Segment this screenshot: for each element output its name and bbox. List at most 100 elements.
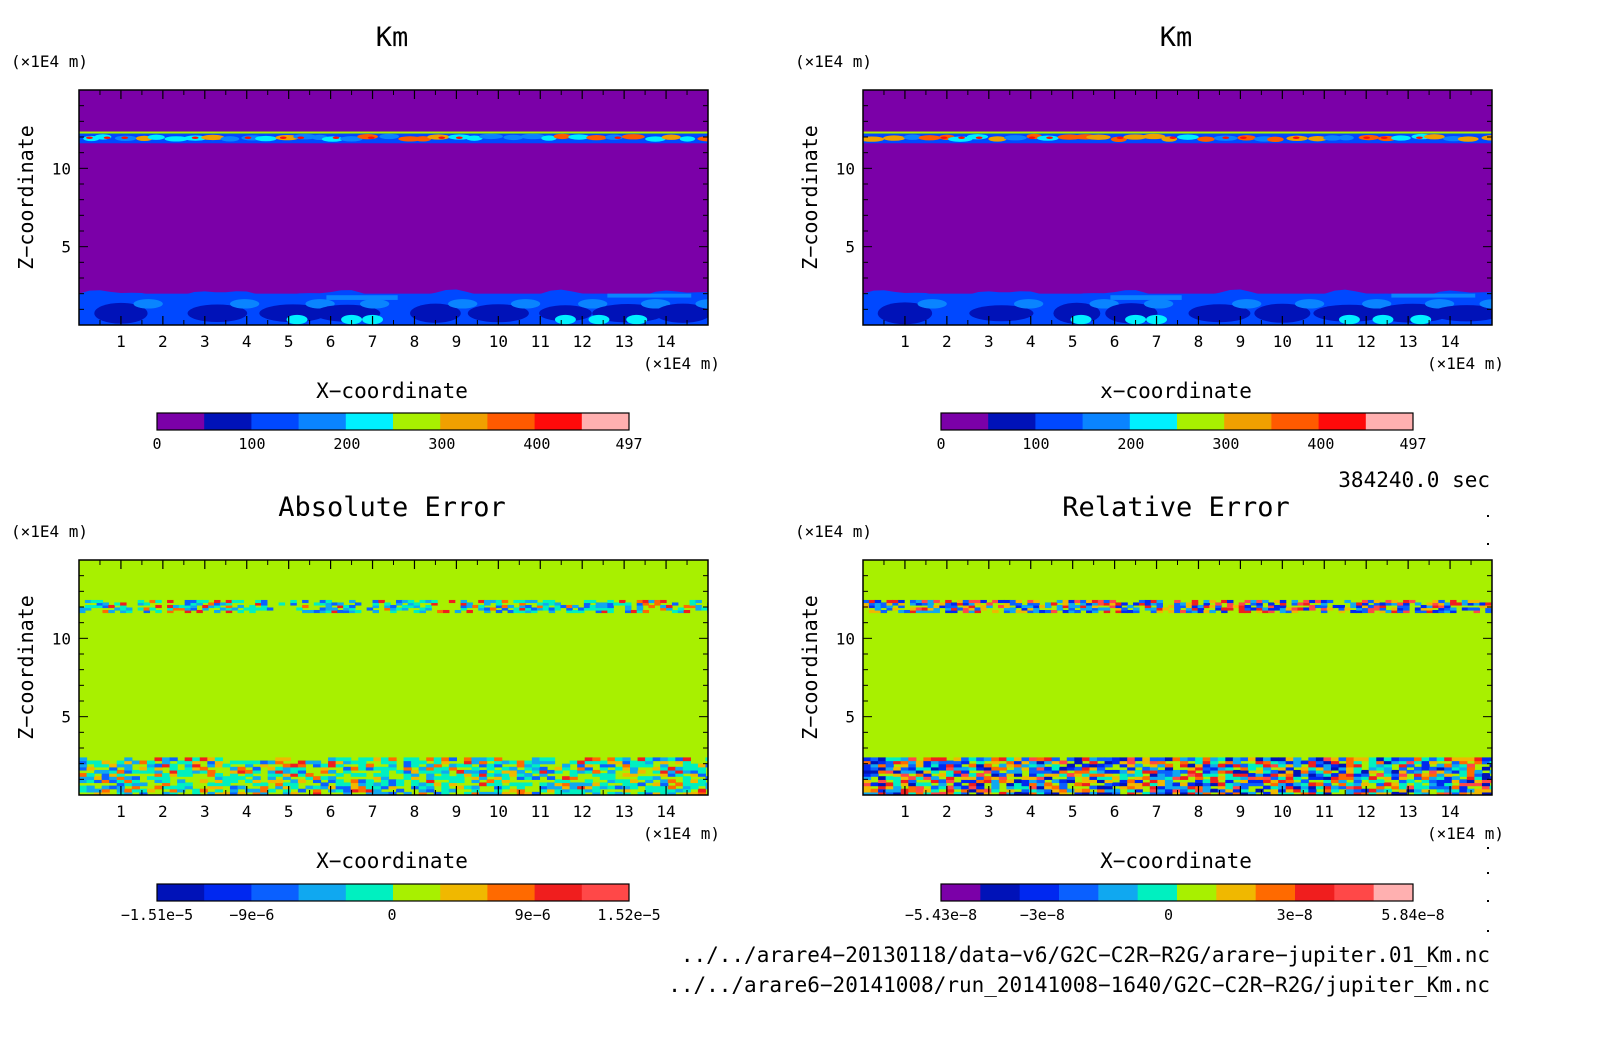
noise-cell [1127,766,1136,771]
noise-cell [1157,757,1166,762]
noise-cell [516,769,525,774]
noise-cell [1081,769,1091,774]
noise-cell [1391,773,1400,777]
noise-cell [1244,607,1252,611]
noise-cell [1044,785,1053,790]
noise-cell [219,602,227,606]
noise-cell [1029,763,1038,768]
noise-cell [1368,766,1377,771]
noise-cell [184,763,193,768]
noise-cell [1414,757,1423,762]
noise-cell [1481,760,1491,765]
colorbar-swatch [487,884,536,901]
noise-cell [976,760,985,765]
noise-cell [654,599,661,604]
noise-cell [116,782,125,787]
colorbar-tick-label: 0 [936,435,945,453]
noise-cell [900,763,909,768]
noise-cell [1391,776,1400,780]
noise-cell [388,760,397,765]
x-tick-label: 13 [1399,802,1418,821]
noise-cell [1338,604,1345,609]
noise-cell [1346,782,1355,787]
noise-cell [1195,785,1204,790]
noise-cell [630,766,639,771]
noise-cell [184,607,192,611]
noise-cell [660,779,669,784]
noise-cell [1485,609,1492,614]
noise-cell [1027,602,1034,606]
noise-cell [1029,785,1038,790]
noise-cell [1323,785,1332,790]
noise-cell [320,782,329,787]
noise-cell [260,791,269,795]
x-tick-label: 4 [242,802,252,821]
noise-cell [1436,791,1445,795]
noise-cell [388,779,397,784]
noise-cell [946,788,955,793]
noise-cell [519,599,526,604]
noise-cell [1121,607,1128,611]
x-tick-label: 9 [452,332,462,351]
noise-cell [878,785,887,790]
noise-cell [1119,769,1128,774]
noise-cell [396,788,405,793]
noise-cell [390,609,397,614]
noise-cell [1383,776,1392,780]
noise-cell [177,760,186,765]
noise-cell [255,607,262,611]
noise-cell [1383,788,1392,793]
top-band-cell [553,133,571,140]
noise-cell [1074,757,1083,762]
noise-cell [380,785,390,790]
noise-cell [1353,757,1362,762]
x-tick-label: 1 [900,802,910,821]
noise-cell [331,609,338,614]
noise-cell [1081,779,1091,784]
noise-cell [566,609,573,614]
noise-cell [426,763,435,768]
noise-cell [577,788,586,793]
colorbar-swatch [1082,413,1131,430]
noise-cell [689,604,697,609]
top-band-cell [541,135,557,141]
noise-cell [630,785,639,790]
noise-cell [413,609,421,614]
noise-cell [1195,766,1204,771]
noise-cell [192,788,201,793]
noise-cell [1006,763,1015,768]
noise-cell [199,757,208,762]
noise-cell [1397,604,1404,609]
eddy-low [410,303,461,323]
noise-cell [1003,609,1011,614]
noise-cell [915,782,924,787]
noise-cell [396,779,405,784]
noise-cell [1036,769,1045,774]
noise-cell [501,766,510,771]
noise-cell [1202,773,1211,777]
noise-cell [923,791,932,795]
noise-cell [595,609,603,614]
colorbar-tick-label: 497 [615,435,642,453]
noise-cell [260,782,269,787]
noise-cell [312,760,322,765]
noise-cell [109,766,118,771]
noise-cell [1338,607,1345,611]
noise-cell [539,769,548,774]
noise-cell [1432,609,1439,614]
noise-cell [892,602,899,606]
noise-cell [1256,602,1263,606]
noise-cell [454,609,462,614]
noise-cell [325,607,333,611]
margin-dot [1487,847,1489,849]
noise-cell [1379,602,1387,606]
noise-cell [1142,757,1151,762]
noise-cell [1149,760,1158,765]
noise-cell [968,773,977,777]
noise-cell [237,776,246,780]
noise-cell [1459,785,1468,790]
noise-cell [524,791,533,795]
noise-cell [1285,782,1294,787]
x-tick-label: 14 [1440,332,1459,351]
noise-cell [863,757,872,762]
